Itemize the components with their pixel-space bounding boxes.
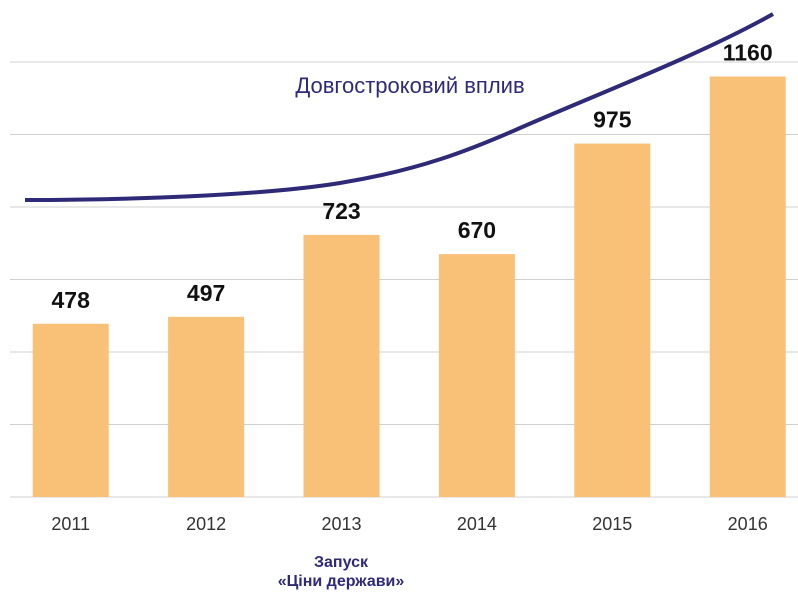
value-label: 975 [593,107,632,133]
x-tick-label: 2016 [728,514,768,534]
bar [438,254,515,497]
annotation: Запуск [314,554,369,571]
x-tick-label: 2012 [186,514,226,534]
bar [709,76,786,497]
x-tick-label: 2015 [592,514,632,534]
bar [574,143,651,497]
x-tick-label: 2014 [457,514,497,534]
annotation: «Ціни держави» [278,573,405,590]
bar [32,323,109,497]
value-label: 670 [458,217,496,243]
value-label: 478 [52,287,91,313]
x-tick-label: 2013 [321,514,361,534]
bar [303,234,380,497]
value-label: 723 [322,198,360,224]
value-label: 497 [187,280,225,306]
x-tick-label: 2011 [51,514,90,534]
value-label: 1160 [723,40,773,66]
trend-label: Довгостроковий вплив [295,73,524,98]
bar [168,316,245,497]
trend-curve [24,12,774,202]
